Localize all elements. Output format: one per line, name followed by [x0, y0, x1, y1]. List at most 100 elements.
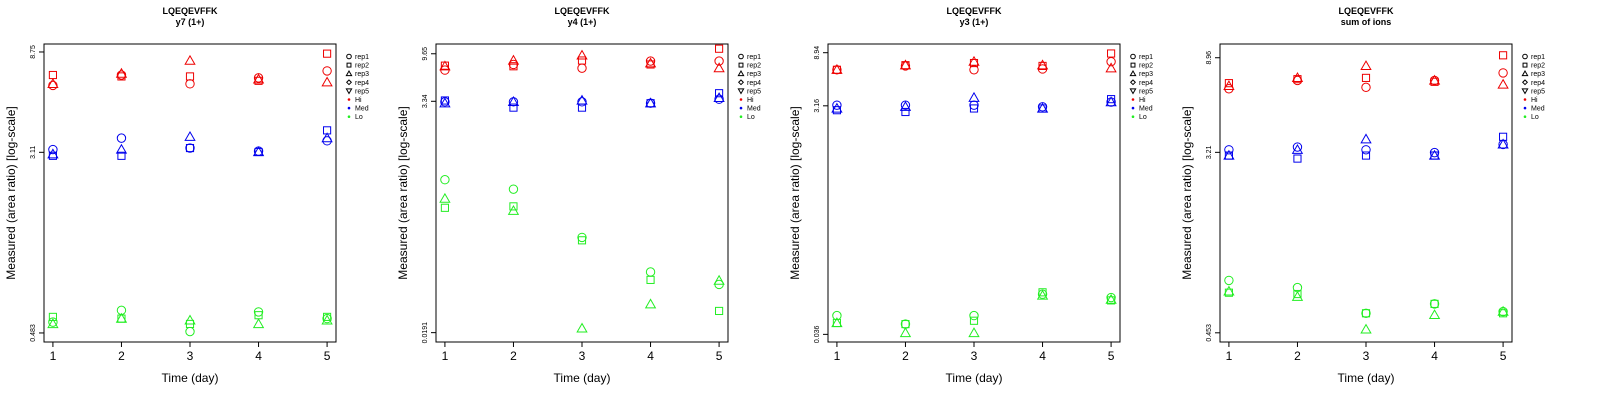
data-point-med-rep1 [48, 144, 58, 155]
legend-label: rep4 [1139, 80, 1153, 87]
x-axis-label: Time (day) [162, 371, 219, 385]
legend-label: Lo [747, 114, 755, 121]
data-point-lo-rep3 [507, 204, 520, 215]
data-point-med-rep3 [576, 94, 588, 105]
legend-label: rep2 [355, 63, 369, 70]
chart-title: LQEQEVFFK [162, 6, 218, 16]
data-point-med-rep1 [116, 133, 127, 143]
chart-title: LQEQEVFFK [946, 6, 1002, 16]
x-tick-label: 5 [1108, 349, 1115, 363]
data-point-hi-rep1 [1106, 56, 1116, 67]
data-point-med-rep1 [185, 143, 195, 153]
data-point-lo-rep3 [47, 318, 59, 329]
data-point-lo-rep1 [322, 313, 332, 324]
legend-symbol-rep4 [345, 79, 353, 86]
data-point-med-rep2 [1107, 95, 1116, 104]
legend-label: rep2 [1139, 63, 1153, 70]
data-point-lo-rep1 [48, 317, 58, 327]
legend-symbol-rep1 [1130, 53, 1136, 60]
data-point-hi-rep1 [714, 56, 724, 66]
data-point-med-rep3 [439, 97, 451, 108]
data-point-lo-rep3 [1036, 289, 1049, 300]
data-point-lo-rep3 [1291, 290, 1304, 301]
data-point-lo-rep1 [253, 307, 264, 317]
legend-dot-lo [347, 115, 351, 118]
data-point-med-rep3 [1360, 133, 1372, 144]
legend-dot-med [347, 106, 351, 110]
legend-dot-med [1131, 106, 1135, 110]
legend-symbol-rep1 [346, 53, 352, 60]
data-point-lo-rep2 [646, 275, 655, 284]
data-point-lo-rep3 [1360, 323, 1372, 334]
data-point-med-rep3 [1105, 96, 1117, 107]
data-point-hi-rep3 [1428, 74, 1441, 85]
data-point-med-rep3 [968, 91, 980, 102]
data-point-med-rep1 [1292, 142, 1303, 152]
data-point-lo-rep3 [1497, 305, 1509, 316]
data-point-hi-rep3 [968, 55, 980, 66]
data-point-lo-rep1 [1224, 275, 1234, 286]
x-axis-label: Time (day) [1338, 371, 1395, 385]
legend-label: rep1 [747, 54, 761, 61]
legend-label: Med [1139, 106, 1153, 113]
data-point-hi-rep3 [252, 73, 265, 84]
data-point-med-rep3 [1223, 149, 1235, 160]
legend-label: rep5 [747, 88, 761, 95]
data-point-med-rep3 [47, 148, 59, 159]
chart-subtitle: y4 (1+) [568, 17, 597, 27]
data-point-lo-rep3 [1428, 309, 1441, 320]
y-tick-label: 0.0191 [422, 322, 429, 344]
data-point-lo-rep1 [440, 175, 450, 185]
data-point-lo-rep2 [715, 306, 724, 316]
y-tick-label: 3.11 [30, 146, 37, 159]
legend-symbol-rep5 [1521, 88, 1529, 95]
data-point-med-rep3 [184, 130, 196, 141]
legend-symbol-rep2 [346, 62, 352, 68]
chart-subtitle: sum of ions [1341, 17, 1392, 27]
legend-label: rep4 [747, 80, 761, 87]
legend-label: Lo [1139, 114, 1147, 121]
data-point-hi-rep1 [48, 80, 58, 91]
data-point-lo-rep2 [323, 312, 332, 321]
x-tick-label: 1 [442, 349, 449, 363]
data-point-lo-rep3 [252, 318, 265, 329]
data-point-lo-rep1 [185, 326, 195, 337]
data-point-hi-rep1 [322, 66, 332, 76]
legend-symbol-rep5 [737, 88, 745, 95]
data-point-med-rep2 [715, 89, 724, 98]
data-point-lo-rep1 [1361, 308, 1371, 318]
legend-dot-hi [1131, 98, 1135, 101]
data-point-lo-rep3 [968, 327, 980, 338]
data-point-med-rep3 [1036, 102, 1049, 113]
legend-label: Med [1531, 106, 1545, 113]
y-tick-label: 3.21 [1206, 145, 1213, 159]
legend-label: Med [355, 106, 369, 113]
legend-label: rep5 [355, 88, 369, 95]
data-point-hi-rep2 [117, 72, 126, 81]
legend-label: Hi [1139, 97, 1146, 104]
data-point-hi-rep3 [1291, 72, 1304, 83]
data-point-hi-rep2 [48, 70, 57, 80]
legend-label: rep4 [355, 80, 369, 87]
legend-symbol-rep2 [738, 62, 744, 68]
data-point-lo-rep2 [509, 202, 518, 211]
legend-symbol-rep2 [1130, 62, 1136, 68]
legend-symbol-rep5 [345, 88, 353, 95]
legend-dot-lo [739, 115, 743, 118]
legend-label: rep2 [747, 63, 761, 70]
data-point-med-rep2 [509, 103, 518, 112]
data-point-lo-rep1 [1429, 299, 1440, 309]
data-point-hi-rep3 [644, 57, 657, 68]
plot-frame [827, 43, 1121, 343]
legend-label: rep1 [1139, 54, 1153, 61]
data-point-hi-rep3 [115, 67, 128, 78]
data-point-med-rep1 [1361, 145, 1371, 155]
data-point-med-rep3 [644, 97, 657, 108]
data-point-lo-rep2 [901, 320, 910, 329]
data-point-lo-rep2 [577, 236, 587, 245]
data-point-hi-rep2 [1499, 51, 1508, 60]
legend-symbol-rep3 [345, 70, 353, 77]
legend-label: Hi [355, 97, 362, 104]
legend-symbol-rep4 [737, 79, 745, 86]
